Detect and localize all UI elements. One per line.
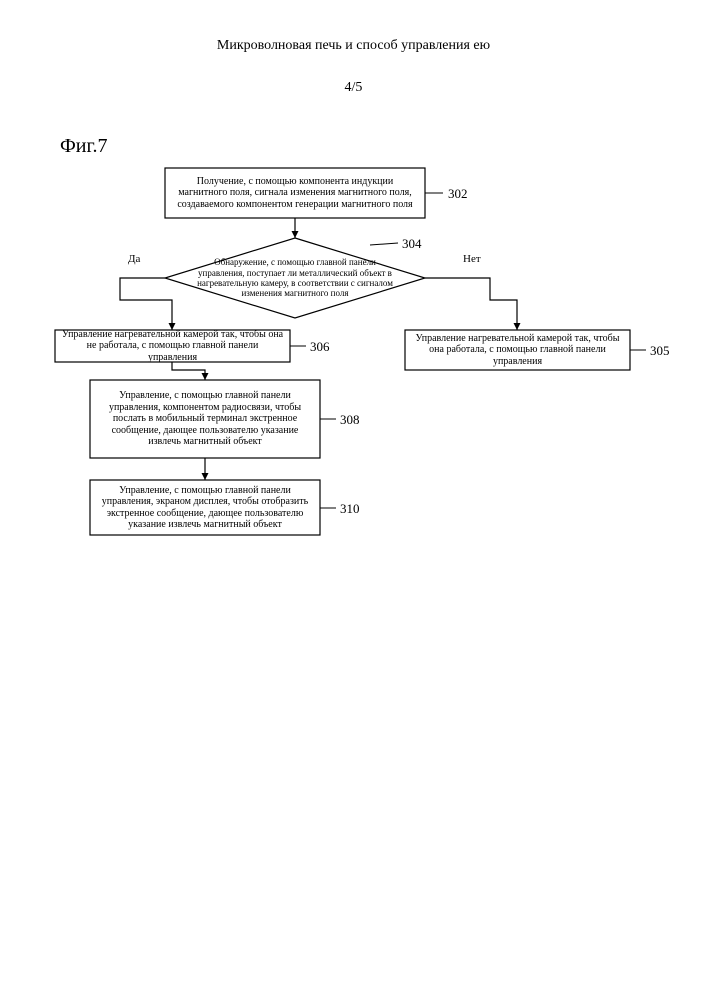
ref-label-305: 305 — [650, 343, 670, 358]
flow-node-308: Управление, с помощью главной панели упр… — [90, 380, 320, 458]
flow-node-305: Управление нагревательной камерой так, ч… — [405, 330, 630, 370]
flow-node-304: Обнаружение, с помощью главной панели уп… — [185, 244, 405, 312]
edge-label-yes: Да — [128, 253, 141, 265]
ref-label-308: 308 — [340, 412, 360, 427]
ref-label-306: 306 — [310, 339, 330, 354]
ref-label-304: 304 — [402, 236, 422, 251]
flow-node-306: Управление нагревательной камерой так, ч… — [55, 330, 290, 362]
flow-node-302: Получение, с помощью компонента индукции… — [165, 168, 425, 218]
flowchart-canvas: Да Нет Получение, с помощью компонента инд… — [0, 0, 707, 1000]
flow-node-310: Управление, с помощью главной панели упр… — [90, 480, 320, 535]
edge-label-no: Нет — [463, 253, 481, 265]
ref-label-310: 310 — [340, 501, 360, 516]
ref-label-302: 302 — [448, 186, 468, 201]
